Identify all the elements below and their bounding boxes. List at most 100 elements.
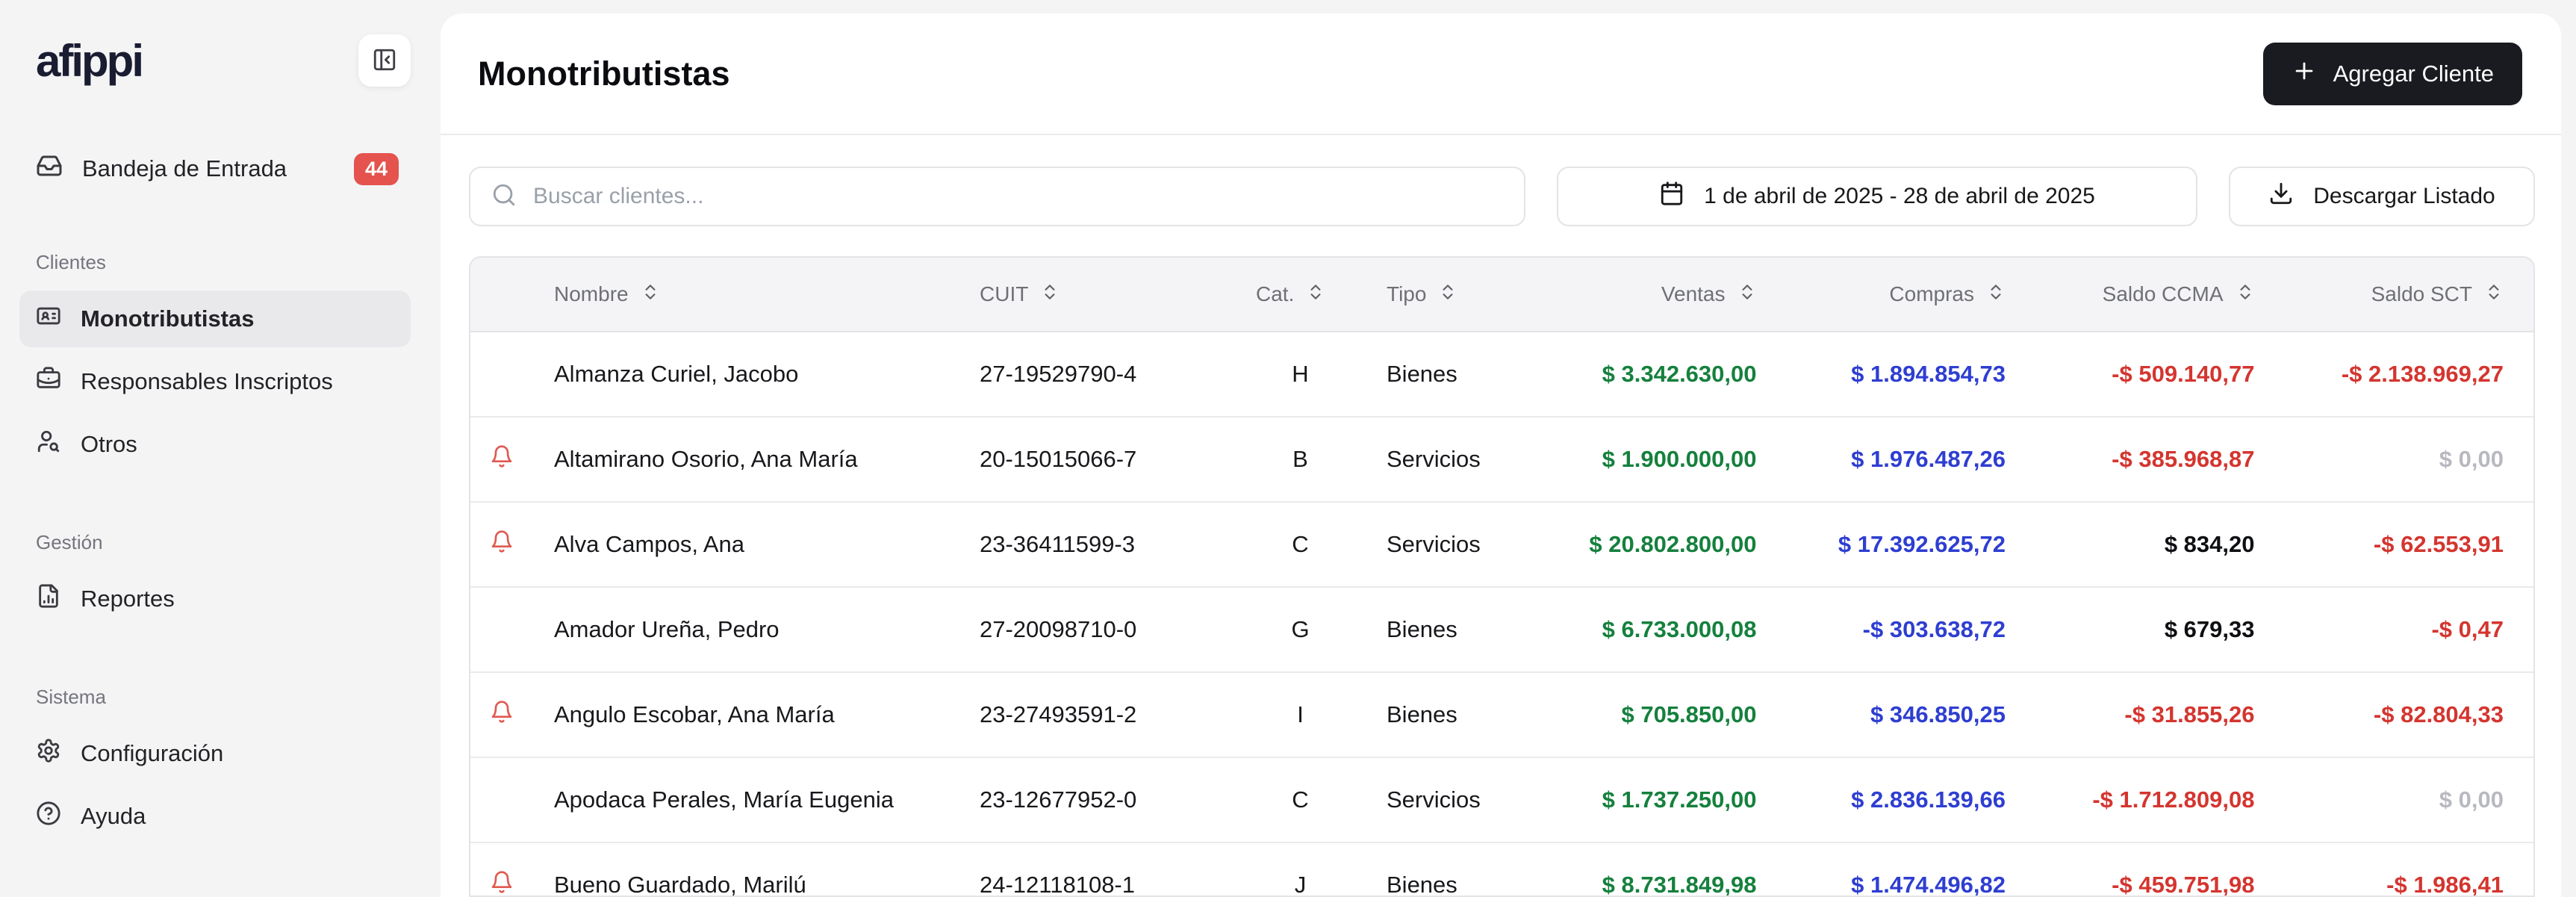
saldo-sct-amount-cell: -$ 0,47 (2431, 616, 2504, 642)
bell-alert-icon (490, 444, 514, 474)
saldo-ccma-amount-cell: -$ 385.968,87 (2112, 446, 2255, 472)
column-header-compras[interactable]: Compras (1787, 282, 2036, 307)
sidebar-item-reportes[interactable]: Reportes (19, 571, 411, 627)
column-header-label: Ventas (1661, 282, 1726, 305)
column-header-label: Nombre (554, 282, 629, 305)
plus-icon (2292, 58, 2317, 90)
column-header-cat[interactable]: Cat. (1235, 282, 1366, 307)
sort-chevrons-icon (2484, 282, 2504, 307)
client-category-cell: H (1292, 361, 1309, 387)
calendar-icon (1659, 181, 1684, 212)
toolbar: 1 de abril de 2025 - 28 de abril de 2025… (441, 135, 2561, 226)
client-type-cell: Servicios (1387, 446, 1481, 472)
table-row[interactable]: Bueno Guardado, Marilú 24-12118108-1 J Bien… (470, 843, 2533, 897)
client-category-cell: C (1292, 786, 1309, 813)
sidebar-nav-gestion: Reportes (19, 571, 411, 627)
table-row[interactable]: Altamirano Osorio, Ana María 20-15015066-… (470, 418, 2533, 503)
saldo-sct-amount-cell: $ 0,00 (2439, 786, 2504, 813)
row-alert-cell (470, 700, 533, 730)
client-name-cell: Alva Campos, Ana (554, 531, 745, 557)
sidebar-item-label: Configuración (81, 740, 224, 766)
date-range-label: 1 de abril de 2025 - 28 de abril de 2025 (1704, 184, 2095, 208)
download-list-button[interactable]: Descargar Listado (2229, 167, 2535, 226)
id-card-icon (36, 303, 61, 335)
client-cuit-cell: 27-19529790-4 (980, 361, 1137, 387)
search-input[interactable] (533, 184, 1503, 209)
sidebar-item-label: Monotributistas (81, 305, 255, 332)
sidebar-item-ayuda[interactable]: Ayuda (19, 788, 411, 845)
sidebar-item-configuracion[interactable]: Configuración (19, 725, 411, 782)
sort-chevrons-icon (2236, 282, 2255, 307)
row-alert-cell (470, 530, 533, 559)
client-name-cell: Bueno Guardado, Marilú (554, 872, 806, 897)
column-header-label: Tipo (1387, 282, 1427, 305)
page-title: Monotributistas (478, 54, 730, 93)
table-row[interactable]: Angulo Escobar, Ana María 23-27493591-2 I B… (470, 673, 2533, 758)
client-cuit-cell: 24-12118108-1 (980, 872, 1135, 897)
row-alert-cell (470, 870, 533, 896)
table-body: Almanza Curiel, Jacobo 27-19529790-4 H Bien… (470, 332, 2533, 897)
saldo-ccma-amount-cell: $ 679,33 (2164, 616, 2255, 642)
sidebar-item-monotributistas[interactable]: Monotributistas (19, 291, 411, 347)
ventas-amount-cell: $ 3.342.630,00 (1602, 361, 1757, 387)
sort-chevrons-icon (1306, 282, 1325, 307)
ventas-amount-cell: $ 1.737.250,00 (1602, 786, 1757, 813)
saldo-sct-amount-cell: -$ 62.553,91 (2373, 531, 2504, 557)
table-row[interactable]: Almanza Curiel, Jacobo 27-19529790-4 H Bien… (470, 332, 2533, 418)
compras-amount-cell: $ 1.976.487,26 (1851, 446, 2006, 472)
panel-left-close-icon (372, 47, 397, 75)
column-header-saldo-ccma[interactable]: Saldo CCMA (2035, 282, 2285, 307)
client-type-cell: Bienes (1387, 361, 1457, 387)
saldo-sct-amount-cell: -$ 82.804,33 (2373, 701, 2504, 727)
content-card: Monotributistas Agregar Cliente (441, 13, 2561, 897)
table-row[interactable]: Alva Campos, Ana 23-36411599-3 C Servicios $… (470, 503, 2533, 588)
user-search-icon (36, 429, 61, 460)
briefcase-icon (36, 366, 61, 397)
date-range-button[interactable]: 1 de abril de 2025 - 28 de abril de 2025 (1557, 167, 2197, 226)
client-cuit-cell: 20-15015066-7 (980, 446, 1137, 472)
column-header-cuit[interactable]: CUIT (959, 282, 1235, 307)
sidebar-item-responsables-inscriptos[interactable]: Responsables Inscriptos (19, 353, 411, 410)
client-name-cell: Angulo Escobar, Ana María (554, 701, 835, 727)
sidebar-item-label: Ayuda (81, 803, 146, 829)
ventas-amount-cell: $ 1.900.000,00 (1602, 446, 1757, 472)
sidebar-item-inbox[interactable]: Bandeja de Entrada 44 (19, 145, 411, 193)
bell-alert-icon (490, 700, 514, 730)
client-name-cell: Amador Ureña, Pedro (554, 616, 780, 642)
sort-chevrons-icon (1040, 282, 1060, 307)
inbox-label: Bandeja de Entrada (82, 155, 287, 181)
saldo-ccma-amount-cell: -$ 1.712.809,08 (2092, 786, 2255, 813)
ventas-amount-cell: $ 20.802.800,00 (1589, 531, 1757, 557)
add-client-button[interactable]: Agregar Cliente (2262, 42, 2522, 105)
saldo-sct-amount-cell: $ 0,00 (2439, 446, 2504, 472)
search-box (469, 167, 1525, 226)
ventas-amount-cell: $ 8.731.849,98 (1602, 872, 1757, 897)
row-alert-cell (470, 444, 533, 474)
column-header-label: Compras (1889, 282, 1974, 305)
compras-amount-cell: $ 346.850,25 (1870, 701, 2006, 727)
inbox-count-badge: 44 (353, 152, 399, 185)
client-name-cell: Altamirano Osorio, Ana María (554, 446, 858, 472)
table-row[interactable]: Apodaca Perales, María Eugenia 23-1267795… (470, 758, 2533, 843)
saldo-ccma-amount-cell: -$ 509.140,77 (2112, 361, 2255, 387)
column-header-nombre[interactable]: Nombre (533, 282, 959, 307)
app-logo: afippi (36, 35, 144, 86)
column-header-saldo-sct[interactable]: Saldo SCT (2285, 282, 2534, 307)
main-area: Monotributistas Agregar Cliente (441, 0, 2576, 897)
client-category-cell: C (1292, 531, 1309, 557)
sidebar-item-otros[interactable]: Otros (19, 416, 411, 473)
column-header-ventas[interactable]: Ventas (1537, 282, 1787, 307)
table-row[interactable]: Amador Ureña, Pedro 27-20098710-0 G Bienes $… (470, 588, 2533, 673)
inbox-icon (36, 152, 63, 185)
saldo-ccma-amount-cell: -$ 459.751,98 (2112, 872, 2255, 897)
client-cuit-cell: 23-12677952-0 (980, 786, 1137, 813)
sort-chevrons-icon (1438, 282, 1457, 307)
sidebar-item-label: Responsables Inscriptos (81, 368, 333, 394)
client-type-cell: Bienes (1387, 872, 1457, 897)
sidebar-collapse-button[interactable] (358, 34, 411, 87)
table-header-row: Nombre CUIT Cat. Tipo Ventas Compras Saldo CCM… (470, 258, 2533, 332)
client-type-cell: Bienes (1387, 701, 1457, 727)
sort-chevrons-icon (1737, 282, 1757, 307)
column-header-tipo[interactable]: Tipo (1366, 282, 1537, 307)
